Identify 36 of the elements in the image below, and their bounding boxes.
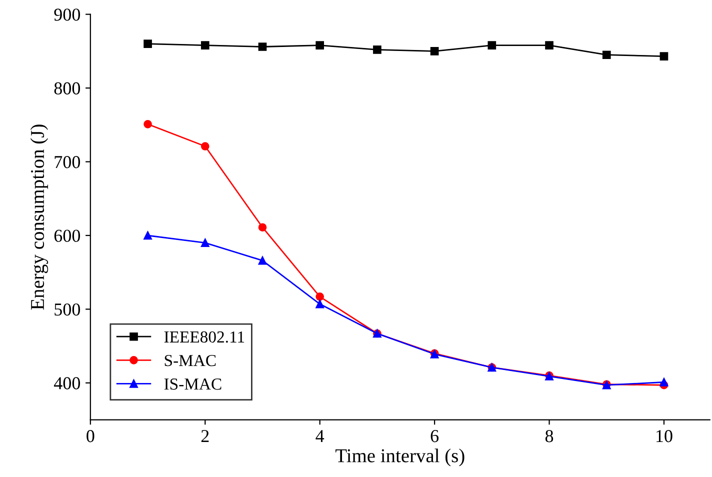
point [545, 41, 554, 50]
x-tick-label: 0 [86, 430, 94, 442]
point [316, 41, 324, 50]
x-tick-label: 2 [201, 430, 209, 442]
legend-label: IS-MAC [164, 378, 222, 390]
legend-label: IEEE802.11 [164, 331, 244, 343]
point [144, 120, 152, 128]
y-tick-label: 700 [54, 156, 80, 168]
y-tick-label: 800 [54, 82, 80, 94]
point [430, 47, 439, 56]
point [316, 300, 324, 308]
point [660, 52, 668, 60]
x-tick-label: 4 [316, 430, 324, 442]
point [660, 378, 668, 386]
point [316, 292, 324, 301]
point [373, 46, 382, 54]
legend-label: S-MAC [164, 354, 216, 366]
x-tick-label: 8 [545, 430, 554, 442]
point [602, 50, 611, 60]
x-tick-label: 6 [430, 430, 439, 442]
point [258, 223, 267, 232]
point [258, 256, 267, 265]
point [144, 231, 152, 240]
y-tick-label: 500 [54, 303, 80, 316]
point [200, 238, 210, 248]
y-tick-label: 900 [54, 8, 80, 21]
y-axis-title: Energy consumption (J) [30, 124, 48, 310]
point [200, 142, 210, 150]
point [488, 41, 496, 50]
point [200, 41, 210, 50]
y-tick-label: 600 [54, 230, 80, 242]
x-tick-label: 10 [656, 430, 672, 442]
y-tick-label: 400 [54, 377, 80, 390]
point [258, 42, 267, 51]
point [144, 40, 152, 48]
x-axis-title: Time interval (s) [336, 448, 464, 466]
